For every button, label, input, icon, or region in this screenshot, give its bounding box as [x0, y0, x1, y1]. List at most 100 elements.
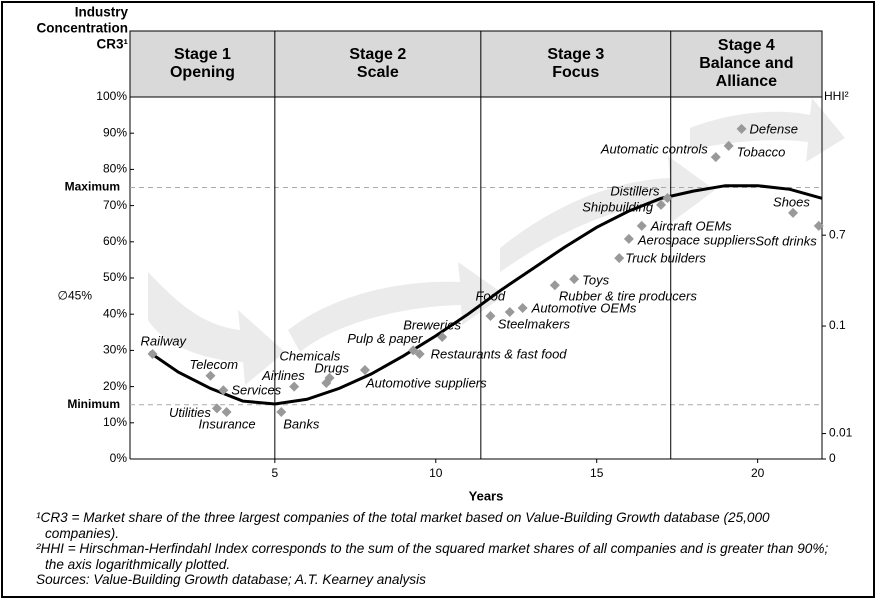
y-tick-label: 30%	[103, 343, 127, 357]
data-point	[289, 381, 300, 392]
data-point	[710, 152, 721, 163]
footnotes: ¹CR3 = Market share of the three largest…	[36, 510, 836, 588]
data-point	[408, 345, 419, 356]
data-point	[788, 207, 799, 218]
stage-header	[129, 30, 823, 98]
data-point	[211, 403, 222, 414]
data-point	[723, 140, 734, 151]
point-label: Automotive OEMs	[531, 300, 637, 315]
point-label: Automotive suppliers	[365, 375, 487, 390]
footnote: ¹CR3 = Market share of the three largest…	[36, 510, 770, 541]
point-label: Telecom	[189, 357, 238, 372]
point-label: Truck builders	[625, 251, 706, 266]
point-label: Aerospace suppliers	[637, 232, 756, 247]
stage-name: Stage 2	[349, 46, 406, 63]
data-point	[276, 406, 287, 417]
point-label: Airlines	[261, 368, 305, 383]
point-label: Steelmakers	[498, 316, 571, 331]
data-point	[569, 274, 580, 285]
point-label: Automatic controls	[600, 142, 708, 157]
arrow	[288, 262, 505, 352]
point-label: Aircraft OEMs	[650, 218, 732, 233]
y-tick-label: 20%	[103, 379, 127, 393]
data-point	[321, 377, 332, 388]
stage-name: Stage 4	[718, 37, 775, 54]
y2-label: HHI²	[824, 89, 849, 103]
data-point	[549, 280, 560, 291]
y2-tick-label: 0	[829, 451, 836, 465]
reference-label: Minimum	[67, 397, 120, 411]
y-tick-label: 80%	[103, 162, 127, 176]
point-label: Pulp & paper	[347, 331, 423, 346]
stage-title: Scale	[357, 64, 399, 81]
x-tick-label: 15	[590, 466, 604, 480]
stage-name: Stage 1	[174, 46, 231, 63]
y-tick-label: 10%	[103, 415, 127, 429]
data-point	[662, 192, 673, 203]
y2-tick-label: 0.1	[829, 318, 846, 332]
point-label: Defense	[750, 121, 798, 136]
data-point	[504, 307, 515, 318]
point-label: Soft drinks	[755, 233, 817, 248]
point-label: Rubber & tire producers	[559, 289, 698, 304]
point-label: Banks	[283, 416, 320, 431]
point-label: Railway	[141, 333, 188, 348]
data-point	[813, 220, 824, 231]
x-tick-label: 10	[429, 466, 443, 480]
arrow	[148, 272, 285, 385]
stage-title: Opening	[170, 64, 235, 81]
point-label: Restaurants & fast food	[431, 346, 568, 361]
stage-title: Focus	[552, 64, 599, 81]
data-point	[359, 364, 370, 375]
y-tick-label: 0%	[110, 451, 128, 465]
point-label: Shoes	[773, 194, 810, 209]
y-tick-label: 40%	[103, 306, 127, 320]
data-point	[485, 311, 496, 322]
stage-name: Stage 3	[547, 46, 604, 63]
y-tick-label: 60%	[103, 234, 127, 248]
data-point	[414, 349, 425, 360]
data-point	[205, 370, 216, 381]
data-point	[614, 253, 625, 264]
x-axis-title: Years	[469, 488, 504, 503]
y-tick-label: 50%	[103, 270, 127, 284]
data-point	[623, 233, 634, 244]
data-point	[656, 199, 667, 210]
x-tick-label: 20	[751, 466, 765, 480]
data-point	[437, 332, 448, 343]
data-point	[147, 349, 158, 360]
y-axis-title: CR3¹	[96, 37, 128, 52]
y2-tick-label: 0.01	[829, 426, 853, 440]
trend-curve	[148, 184, 823, 406]
point-label: Breweries	[403, 317, 461, 332]
y-tick-label: 100%	[96, 89, 127, 103]
point-label: Food	[475, 288, 505, 303]
data-point	[221, 406, 232, 417]
footnote: Sources: Value-Building Growth database;…	[36, 572, 426, 587]
arrow	[690, 98, 845, 162]
y-axis-title: Concentration	[36, 21, 128, 36]
point-label: Utilities	[169, 405, 211, 420]
data-point	[218, 385, 229, 396]
data-point	[517, 303, 528, 314]
point-label: Distillers	[610, 183, 660, 198]
point-label: Insurance	[199, 416, 256, 431]
reference-label: ∅45%	[58, 288, 93, 302]
point-label: Chemicals	[280, 348, 341, 363]
stage-arrows	[148, 98, 845, 385]
point-label: Toys	[582, 273, 609, 288]
footnote: ²HHI = Hirschman-Herfindahl Index corres…	[36, 541, 829, 572]
y-tick-label: 90%	[103, 125, 127, 139]
point-label: Drugs	[314, 360, 349, 375]
point-label: Tobacco	[737, 144, 786, 159]
y-axis-title: Industry	[75, 5, 129, 20]
y-tick-label: 70%	[103, 198, 127, 212]
reference-label: Maximum	[65, 180, 120, 194]
stage-title: Alliance	[716, 73, 777, 90]
point-label: Services	[231, 383, 281, 398]
y2-tick-label: 0.7	[829, 227, 846, 241]
point-label: Shipbuilding	[582, 199, 654, 214]
x-tick-label: 5	[271, 466, 278, 480]
